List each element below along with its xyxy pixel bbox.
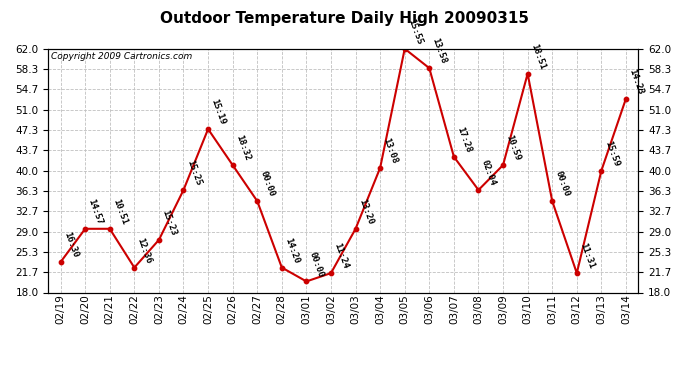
Point (129, 265, 140, 271)
Text: 02:04: 02:04 (480, 159, 497, 187)
Text: 13:08: 13:08 (382, 137, 400, 165)
Point (276, 265, 287, 271)
Text: 14:20: 14:20 (283, 237, 301, 265)
Text: 10:51: 10:51 (111, 198, 129, 226)
Text: 15:19: 15:19 (210, 98, 227, 126)
Text: 14:23: 14:23 (627, 68, 645, 96)
Point (522, 70, 533, 76)
Text: 15:25: 15:25 (185, 159, 203, 187)
Text: 15:59: 15:59 (603, 140, 620, 168)
Text: 14:57: 14:57 (86, 198, 104, 226)
Point (497, 162, 509, 168)
Point (326, 270, 337, 276)
Point (79, 226, 90, 232)
Point (55, 259, 66, 265)
Text: 13:20: 13:20 (357, 198, 375, 226)
Point (620, 96, 631, 102)
Point (571, 270, 582, 276)
Point (400, 46, 411, 52)
Text: 17:28: 17:28 (455, 126, 473, 154)
Point (448, 154, 460, 160)
Point (596, 168, 607, 174)
Text: 13:58: 13:58 (431, 37, 448, 65)
Text: 16:30: 16:30 (62, 231, 79, 259)
Text: 15:23: 15:23 (160, 209, 178, 237)
Text: 00:00: 00:00 (259, 170, 276, 198)
Point (350, 226, 361, 232)
Text: 00:00: 00:00 (553, 170, 571, 198)
Point (375, 165, 386, 171)
Point (227, 162, 238, 168)
Text: 11:24: 11:24 (333, 242, 350, 270)
Point (203, 126, 214, 132)
Point (104, 226, 115, 232)
Text: 10:59: 10:59 (504, 134, 522, 162)
Text: 18:32: 18:32 (234, 134, 252, 162)
Text: 18:51: 18:51 (529, 43, 546, 71)
Text: Copyright 2009 Cartronics.com: Copyright 2009 Cartronics.com (51, 53, 193, 62)
Text: 15:55: 15:55 (406, 18, 424, 46)
Text: Outdoor Temperature Daily High 20090315: Outdoor Temperature Daily High 20090315 (161, 11, 529, 26)
Point (424, 65, 435, 71)
Point (153, 237, 164, 243)
Point (473, 187, 484, 193)
Point (546, 198, 558, 204)
Point (301, 278, 312, 284)
Text: 12:36: 12:36 (136, 237, 153, 265)
Point (252, 198, 263, 204)
Point (178, 187, 189, 193)
Text: 00:00: 00:00 (308, 250, 326, 279)
Text: 11:31: 11:31 (578, 242, 596, 270)
